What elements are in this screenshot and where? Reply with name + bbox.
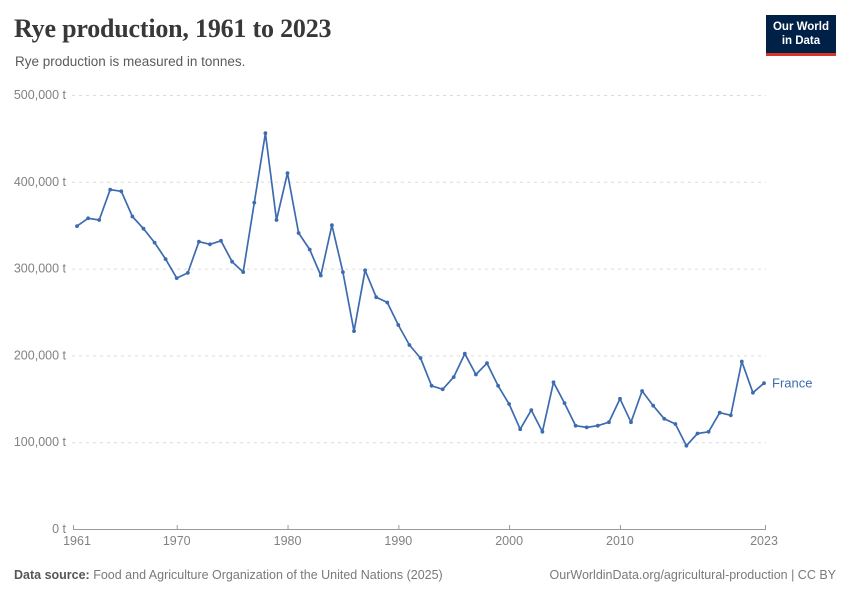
y-tick-label: 300,000 t <box>14 262 67 276</box>
data-point[interactable] <box>728 413 733 418</box>
data-point[interactable] <box>119 189 124 194</box>
data-point[interactable] <box>219 238 223 243</box>
data-point[interactable] <box>518 427 523 432</box>
x-tick-label: 1980 <box>274 534 302 548</box>
data-point[interactable] <box>562 401 567 405</box>
data-point[interactable] <box>717 410 722 415</box>
data-point[interactable] <box>374 295 379 300</box>
data-point[interactable] <box>285 171 290 176</box>
data-source-note: Data source: Food and Agriculture Organi… <box>14 568 443 582</box>
data-point[interactable] <box>607 420 611 425</box>
y-tick-label: 400,000 t <box>14 175 67 189</box>
data-point[interactable] <box>751 390 755 395</box>
data-point[interactable] <box>341 270 345 274</box>
data-point[interactable] <box>451 375 456 379</box>
data-point[interactable] <box>440 387 445 392</box>
chart-subtitle: Rye production is measured in tonnes. <box>15 54 246 69</box>
x-tick-label: 1990 <box>384 534 412 548</box>
page-title: Rye production, 1961 to 2023 <box>14 14 332 43</box>
data-point[interactable] <box>241 270 246 274</box>
data-point[interactable] <box>307 247 312 252</box>
data-point[interactable] <box>318 273 323 278</box>
y-tick-label: 0 t <box>52 522 66 536</box>
data-point[interactable] <box>174 276 179 280</box>
data-point[interactable] <box>163 257 168 261</box>
data-point[interactable] <box>208 242 212 247</box>
data-point[interactable] <box>629 420 633 425</box>
data-point[interactable] <box>762 381 766 386</box>
data-point[interactable] <box>130 214 135 219</box>
x-tick-label: 1961 <box>63 534 91 548</box>
y-tick-label: 500,000 t <box>14 88 67 102</box>
series-end-label: France <box>772 376 812 391</box>
data-point[interactable] <box>474 372 478 377</box>
data-point[interactable] <box>695 431 700 436</box>
data-point[interactable] <box>429 383 434 388</box>
data-point[interactable] <box>673 422 678 426</box>
x-tick-label: 2000 <box>495 534 523 548</box>
data-point[interactable] <box>352 329 356 333</box>
x-tick-label: 2010 <box>606 534 634 548</box>
series-line-france[interactable] <box>76 132 765 447</box>
data-point[interactable] <box>739 359 744 364</box>
data-point[interactable] <box>252 200 257 205</box>
data-source-label: Data source: <box>14 568 90 582</box>
owid-link: OurWorldinData.org/agricultural-producti… <box>549 568 836 582</box>
y-tick-label: 100,000 t <box>14 435 67 449</box>
data-point[interactable] <box>197 239 201 244</box>
data-point[interactable] <box>86 216 90 221</box>
data-point[interactable] <box>185 271 190 275</box>
data-point[interactable] <box>296 231 301 235</box>
data-point[interactable] <box>108 187 113 192</box>
data-point[interactable] <box>507 402 511 406</box>
owid-logo: Our World in Data <box>765 15 836 56</box>
data-point[interactable] <box>385 300 390 305</box>
data-point[interactable] <box>230 259 235 264</box>
data-point[interactable] <box>684 443 689 448</box>
data-point[interactable] <box>407 343 412 347</box>
x-tick-label: 2023 <box>750 534 778 548</box>
data-point[interactable] <box>263 131 268 136</box>
data-point[interactable] <box>706 429 711 434</box>
data-point[interactable] <box>330 223 334 228</box>
data-source-text: Food and Agriculture Organization of the… <box>89 568 443 582</box>
data-point[interactable] <box>75 224 79 229</box>
data-point[interactable] <box>595 423 600 428</box>
data-point[interactable] <box>462 351 467 356</box>
data-point[interactable] <box>141 226 146 231</box>
data-point[interactable] <box>529 408 534 412</box>
data-point[interactable] <box>651 403 656 408</box>
data-point[interactable] <box>573 423 578 428</box>
data-point[interactable] <box>97 218 102 222</box>
y-tick-label: 200,000 t <box>14 348 67 362</box>
data-point[interactable] <box>540 429 545 434</box>
data-point[interactable] <box>551 380 556 385</box>
owid-logo-line2: in Data <box>781 35 821 48</box>
data-point[interactable] <box>485 361 489 366</box>
data-point[interactable] <box>152 240 157 245</box>
data-point[interactable] <box>640 389 644 393</box>
x-tick-label: 1970 <box>163 534 191 548</box>
data-point[interactable] <box>662 416 667 421</box>
data-point[interactable] <box>274 218 279 222</box>
chart-footer: Data source: Food and Agriculture Organi… <box>0 568 850 582</box>
owid-logo-line1: Our World <box>772 21 829 33</box>
data-point[interactable] <box>584 425 589 430</box>
data-point[interactable] <box>496 383 500 388</box>
data-point[interactable] <box>363 268 367 273</box>
data-point[interactable] <box>618 396 622 401</box>
data-point[interactable] <box>396 323 401 327</box>
data-point[interactable] <box>418 356 423 360</box>
